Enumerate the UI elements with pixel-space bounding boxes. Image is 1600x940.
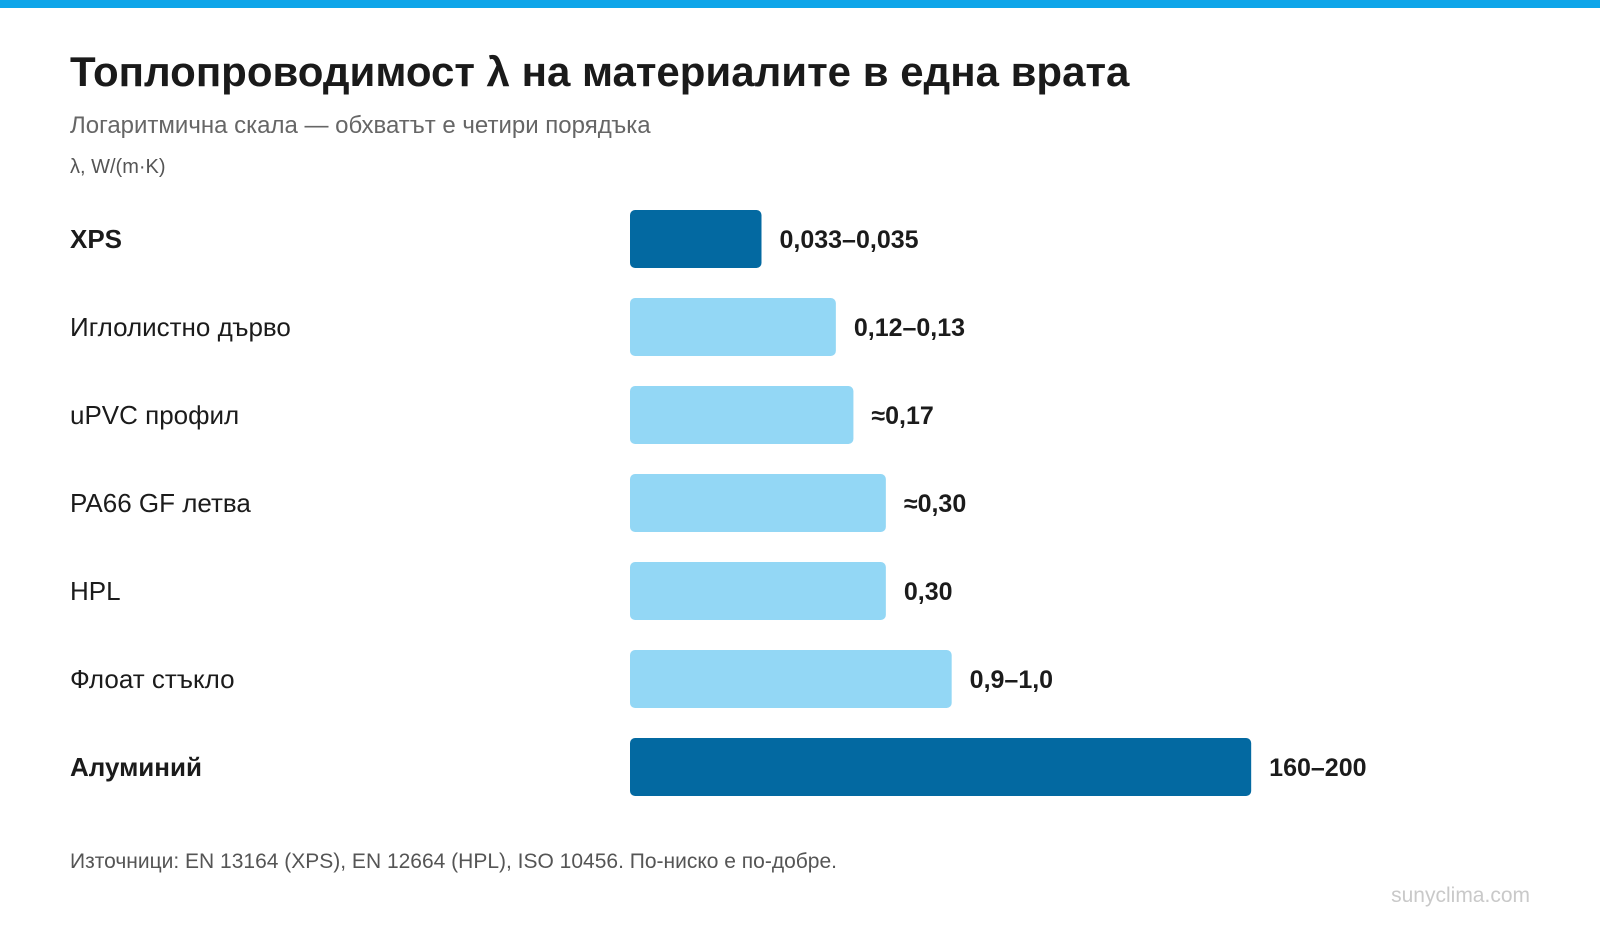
top-accent-bar xyxy=(0,0,1600,8)
bar xyxy=(630,650,952,708)
bar xyxy=(630,298,836,356)
sources-footnote: Източници: EN 13164 (XPS), EN 12664 (HPL… xyxy=(70,850,837,873)
value-label: 0,12–0,13 xyxy=(854,314,965,342)
category-label: XPS xyxy=(70,224,122,254)
unit-label: λ, W/(m·K) xyxy=(70,156,166,178)
value-label: 0,9–1,0 xyxy=(970,666,1053,694)
bar xyxy=(630,210,762,268)
category-label: uPVC профил xyxy=(70,400,239,430)
value-label: ≈0,30 xyxy=(904,490,966,518)
value-label: 0,033–0,035 xyxy=(780,226,919,254)
value-label: 0,30 xyxy=(904,578,953,606)
bar xyxy=(630,386,854,444)
category-label: Алуминий xyxy=(70,752,202,782)
bar xyxy=(630,474,886,532)
value-label: ≈0,17 xyxy=(871,402,933,430)
watermark: sunyclima.com xyxy=(1391,884,1530,907)
bar xyxy=(630,562,886,620)
category-label: PA66 GF летва xyxy=(70,488,251,518)
category-label: Флоат стъкло xyxy=(70,664,235,694)
category-label: HPL xyxy=(70,576,121,606)
value-label: 160–200 xyxy=(1269,754,1366,782)
chart-subtitle: Логаритмична скала — обхватът е четири п… xyxy=(70,112,651,139)
category-label: Иглолистно дърво xyxy=(70,312,291,342)
bar xyxy=(630,738,1252,796)
chart-title: Топлопроводимост λ на материалите в една… xyxy=(70,48,1130,95)
